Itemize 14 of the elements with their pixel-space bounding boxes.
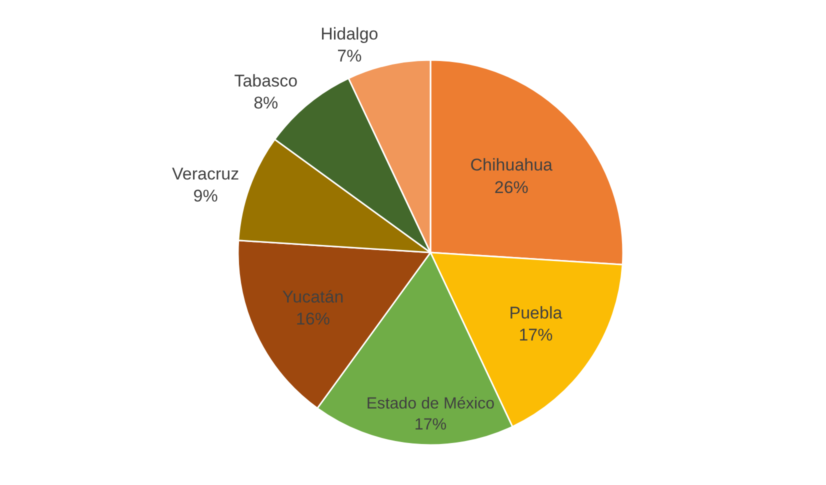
data-label: 17% [518, 326, 553, 345]
data-label: 7% [337, 46, 362, 66]
data-label: 16% [296, 309, 330, 328]
slice-label: Estado de México [366, 394, 495, 412]
data-label: 26% [494, 178, 528, 197]
slice-label: Veracruz [172, 164, 240, 184]
slice-label: Tabasco [234, 71, 298, 90]
slice-label: Yucatán [282, 287, 344, 306]
slice-label: Chihuahua [470, 156, 554, 175]
slice-label: Hidalgo [320, 24, 378, 44]
data-label: 8% [254, 94, 278, 113]
data-label: 9% [193, 186, 218, 206]
slice-label: Puebla [509, 304, 563, 323]
data-label: 17% [414, 415, 447, 434]
